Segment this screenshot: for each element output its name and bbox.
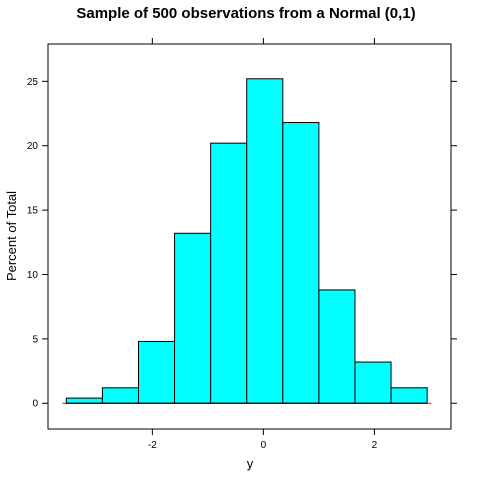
y-tick-label: 0 <box>32 399 38 410</box>
x-tick-label: -2 <box>148 440 157 451</box>
y-tick-label: 10 <box>27 270 39 281</box>
chart-title: Sample of 500 observations from a Normal… <box>76 5 415 22</box>
histogram-bar-5 <box>210 142 248 404</box>
histogram-bar-7 <box>282 122 320 404</box>
y-tick-label: 15 <box>27 206 39 217</box>
x-tick-label: 2 <box>372 440 378 451</box>
y-axis-title: Percent of Total <box>4 191 19 281</box>
x-tick-label: 0 <box>261 440 267 451</box>
histogram-bar-1 <box>65 397 103 404</box>
x-axis-title: y <box>247 456 254 471</box>
histogram-bar-6 <box>246 78 284 404</box>
histogram-bar-4 <box>174 232 212 404</box>
y-tick-label: 25 <box>27 77 39 88</box>
histogram-bar-2 <box>101 387 139 404</box>
histogram-bar-3 <box>137 340 176 404</box>
y-tick-label: 20 <box>27 141 39 152</box>
axis-ticks <box>42 38 457 435</box>
plot-frame <box>47 43 452 430</box>
histogram-bars <box>65 78 428 404</box>
y-tick-label: 5 <box>32 334 38 345</box>
histogram-bar-10 <box>390 387 428 404</box>
histogram-bar-9 <box>354 361 392 404</box>
histogram-bar-8 <box>318 289 356 404</box>
